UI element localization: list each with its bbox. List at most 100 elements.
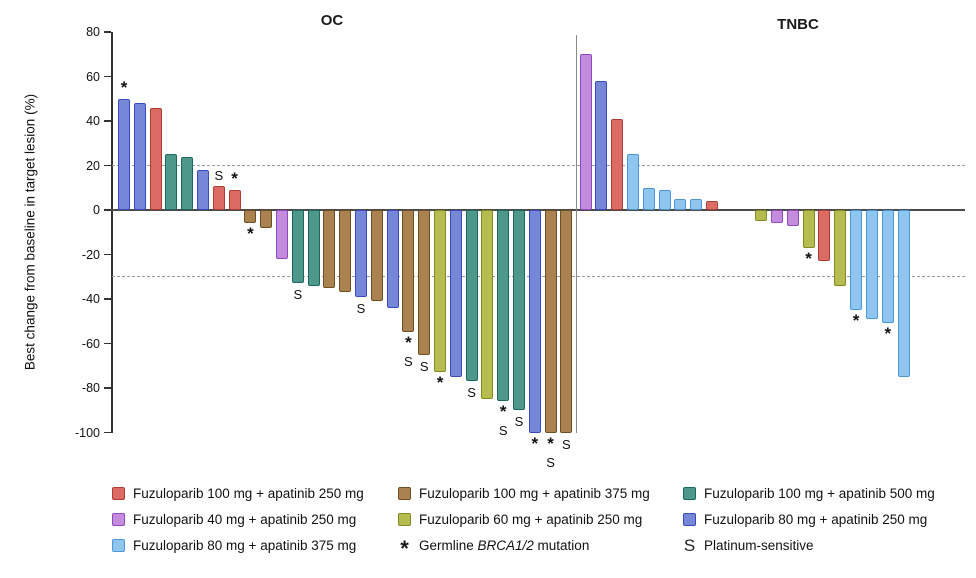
y-axis-line	[111, 32, 113, 433]
bar-tnbc-1	[579, 54, 592, 210]
legend-item: * Germline BRCA1/2 mutation	[398, 536, 589, 561]
legend-swatch-teal	[683, 486, 696, 500]
asterisk-marker: *	[547, 433, 554, 453]
bar-annotation-tnbc-18: *	[875, 325, 901, 344]
legend-item-label: Fuzuloparib 40 mg + apatinib 250 mg	[133, 511, 357, 527]
asterisk-marker: *	[247, 224, 254, 244]
bar-oc-28	[544, 210, 557, 433]
bar-tnbc-12	[786, 210, 799, 226]
bar-annotation-oc-28: * S	[538, 433, 564, 472]
bar-oc-13	[307, 210, 320, 286]
legend-swatch-sky	[112, 538, 125, 552]
bar-tnbc-8	[690, 198, 703, 210]
bar-oc-24	[481, 210, 494, 400]
y-tick	[104, 431, 111, 434]
bar-oc-11	[276, 210, 288, 259]
bar-annotation-oc-27: *	[522, 433, 548, 454]
panel-separator	[576, 35, 577, 433]
bar-tnbc-15	[834, 210, 847, 286]
s-marker: S	[293, 287, 303, 303]
bar-tnbc-4	[626, 154, 639, 210]
asterisk-marker: *	[436, 373, 444, 393]
zero-baseline	[111, 209, 965, 211]
asterisk-marker: *	[852, 311, 860, 331]
bar-oc-2	[133, 103, 146, 210]
bar-oc-12	[291, 210, 304, 284]
legend-item-label: Fuzuloparib 100 mg + apatinib 250 mg	[133, 485, 364, 501]
legend-swatch-brown	[398, 486, 411, 500]
s-marker: S	[683, 535, 696, 555]
bar-annotation-oc-8: *	[222, 168, 248, 189]
asterisk-marker: *	[231, 168, 238, 188]
bar-oc-26	[513, 210, 525, 411]
bar-tnbc-9	[705, 201, 718, 210]
bar-annotation-oc-29: S	[553, 436, 579, 454]
legend-item-label: Fuzuloparib 100 mg + apatinib 500 mg	[704, 485, 935, 501]
bar-oc-4	[165, 154, 178, 210]
bar-oc-23	[465, 210, 478, 382]
s-marker: S	[467, 385, 476, 401]
y-tick-label: -60	[81, 336, 100, 351]
bar-oc-29	[560, 210, 573, 433]
bar-annotation-oc-7: S	[206, 167, 232, 185]
bar-oc-7	[212, 185, 225, 210]
y-tick	[104, 75, 111, 78]
s-marker: S	[356, 300, 366, 316]
bar-annotation-tnbc-13: *	[796, 250, 822, 269]
bar-annotation-oc-26: S	[506, 413, 532, 431]
bar-oc-17	[370, 210, 383, 302]
y-tick	[104, 209, 111, 211]
bar-oc-20	[418, 210, 431, 355]
y-tick	[104, 120, 111, 122]
legend-swatch-orchid	[112, 512, 125, 526]
legend-item: Fuzuloparib 100 mg + apatinib 250 mg	[112, 484, 364, 502]
bar-tnbc-3	[611, 118, 624, 210]
bar-oc-6	[197, 169, 209, 210]
s-marker: S	[546, 454, 555, 470]
bar-annotation-oc-16: S	[348, 300, 374, 318]
bar-oc-15	[339, 210, 352, 293]
legend-item: S Platinum-sensitive	[683, 536, 814, 554]
bar-oc-3	[149, 107, 162, 210]
bar-oc-22	[449, 210, 462, 377]
legend-swatch-periwinkle	[683, 512, 696, 526]
s-marker: S	[514, 414, 524, 430]
bar-oc-1	[118, 98, 130, 210]
y-tick-label: 60	[86, 69, 100, 84]
bar-annotation-oc-25: * S	[490, 403, 516, 440]
legend-item: Fuzuloparib 80 mg + apatinib 250 mg	[683, 510, 927, 528]
y-tick-label: -80	[81, 381, 100, 395]
bar-annotation-oc-12: S	[285, 286, 311, 304]
legend-item: Fuzuloparib 40 mg + apatinib 250 mg	[112, 510, 356, 528]
bar-tnbc-18	[881, 210, 894, 324]
bar-oc-18	[386, 210, 399, 308]
y-tick-label: -20	[81, 247, 100, 262]
asterisk-marker: *	[400, 536, 409, 561]
bar-oc-25	[497, 210, 510, 402]
bar-tnbc-16	[850, 210, 863, 311]
y-tick-label: 0	[93, 203, 100, 217]
bar-annotation-tnbc-16: *	[843, 311, 869, 331]
legend-item-label: Platinum-sensitive	[704, 537, 814, 553]
bar-tnbc-7	[674, 198, 687, 210]
panel-title-oc: OC	[320, 12, 344, 29]
y-tick-label: 80	[86, 25, 100, 39]
s-marker: S	[419, 358, 429, 374]
s-marker: S	[498, 423, 508, 439]
bar-tnbc-6	[658, 189, 671, 210]
y-tick-label: -40	[81, 292, 100, 306]
y-tick-label: 20	[86, 158, 100, 173]
asterisk-marker: *	[531, 433, 539, 453]
bar-oc-8	[228, 189, 241, 210]
bar-oc-16	[355, 210, 367, 297]
legend-item: Fuzuloparib 60 mg + apatinib 250 mg	[398, 510, 642, 528]
bar-oc-9	[244, 210, 257, 224]
legend-item-label: Fuzuloparib 100 mg + apatinib 375 mg	[419, 485, 650, 501]
y-tick	[104, 253, 111, 256]
asterisk-marker: *	[405, 333, 412, 353]
s-marker: S	[214, 167, 224, 183]
bar-oc-27	[528, 210, 541, 433]
